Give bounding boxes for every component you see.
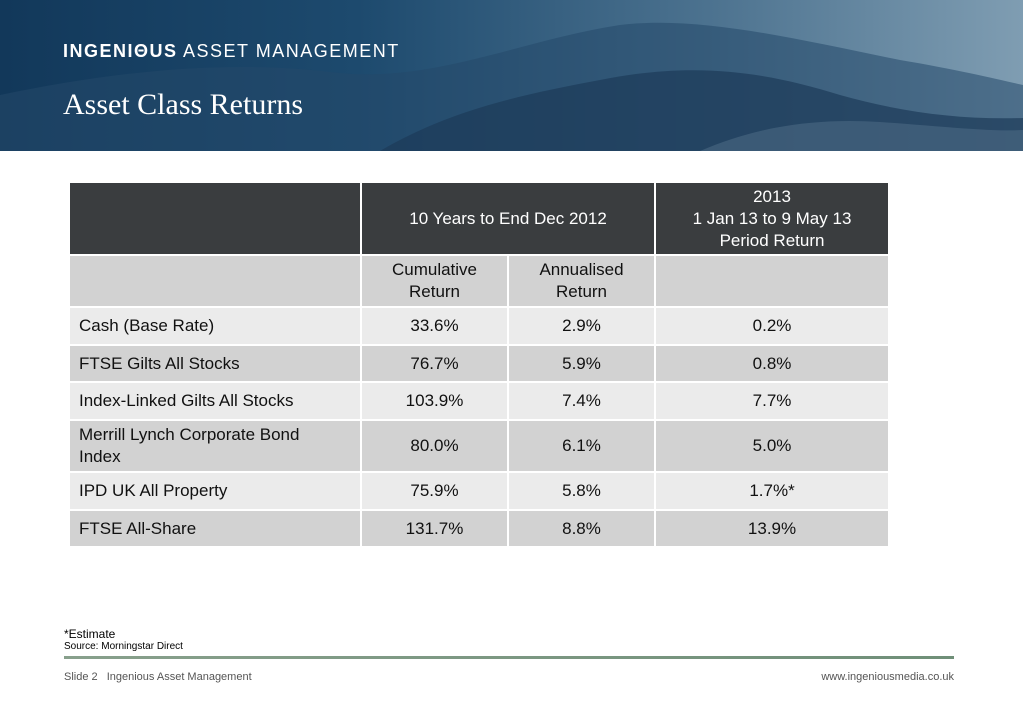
source-note: Source: Morningstar Direct [64, 641, 183, 652]
brand-name-rest: ASSET MANAGEMENT [183, 41, 400, 61]
annualised-return: 5.8% [506, 471, 657, 511]
asset-name: Cash (Base Rate) [68, 306, 362, 346]
asset-name: Index-Linked Gilts All Stocks [68, 381, 362, 421]
period-return: 5.0% [654, 419, 891, 473]
cumulative-return: 103.9% [360, 381, 509, 421]
table-row: Cash (Base Rate) 33.6% 2.9% 0.2% [68, 306, 891, 346]
table-row: Merrill Lynch Corporate Bond Index 80.0%… [68, 419, 891, 473]
period-return: 13.9% [654, 509, 891, 548]
period-return: 7.7% [654, 381, 891, 421]
subheader-cumulative: Cumulative Return [360, 254, 509, 308]
asset-name: IPD UK All Property [68, 471, 362, 511]
mountain-background-image [0, 22, 1023, 151]
annualised-return: 6.1% [506, 419, 657, 473]
annualised-return: 8.8% [506, 509, 657, 548]
returns-table: 10 Years to End Dec 2012 2013 1 Jan 13 t… [68, 181, 891, 548]
annualised-return: 5.9% [506, 344, 657, 383]
table-row: FTSE All-Share 131.7% 8.8% 13.9% [68, 509, 891, 548]
table-row: Index-Linked Gilts All Stocks 103.9% 7.4… [68, 381, 891, 421]
asset-name: FTSE Gilts All Stocks [68, 344, 362, 383]
period-return: 0.2% [654, 306, 891, 346]
brand-name-bold: INGENIΘUS [63, 41, 178, 61]
cumulative-return: 75.9% [360, 471, 509, 511]
period-return: 0.8% [654, 344, 891, 383]
footer-company: Ingenious Asset Management [106, 671, 252, 683]
cumulative-return: 76.7% [360, 344, 509, 383]
cumulative-return: 131.7% [360, 509, 509, 548]
header-cell-10yr: 10 Years to End Dec 2012 [359, 181, 657, 256]
footer-left: Slide 2 Ingenious Asset Management [64, 671, 258, 683]
table-row: FTSE Gilts All Stocks 76.7% 5.9% 0.8% [68, 344, 891, 383]
asset-name: Merrill Lynch Corporate Bond Index [68, 419, 362, 473]
brand-logo: INGENIΘUS ASSET MANAGEMENT [63, 41, 400, 62]
header-banner: INGENIΘUS ASSET MANAGEMENT Asset Class R… [0, 0, 1023, 151]
page-title: Asset Class Returns [63, 88, 303, 121]
annualised-return: 2.9% [506, 306, 657, 346]
estimate-note: *Estimate [64, 627, 116, 641]
cumulative-return: 33.6% [360, 306, 509, 346]
header-cell-blank [68, 181, 362, 256]
table-row: IPD UK All Property 75.9% 5.8% 1.7%* [68, 471, 891, 511]
subheader-cell-blank-2 [654, 254, 891, 308]
annualised-return: 7.4% [506, 381, 657, 421]
table-subheader-row: Cumulative Return Annualised Return [68, 254, 891, 308]
slide-number: Slide 2 [64, 671, 98, 683]
subheader-annualised: Annualised Return [506, 254, 657, 308]
subheader-cell-blank [68, 254, 362, 308]
cumulative-return: 80.0% [360, 419, 509, 473]
table-header-row: 10 Years to End Dec 2012 2013 1 Jan 13 t… [68, 181, 891, 256]
header-cell-2013: 2013 1 Jan 13 to 9 May 13 Period Return [654, 181, 891, 256]
footer-divider [64, 656, 954, 659]
asset-name: FTSE All-Share [68, 509, 362, 548]
period-return: 1.7%* [654, 471, 891, 511]
footer-url: www.ingeniousmedia.co.uk [821, 671, 954, 683]
